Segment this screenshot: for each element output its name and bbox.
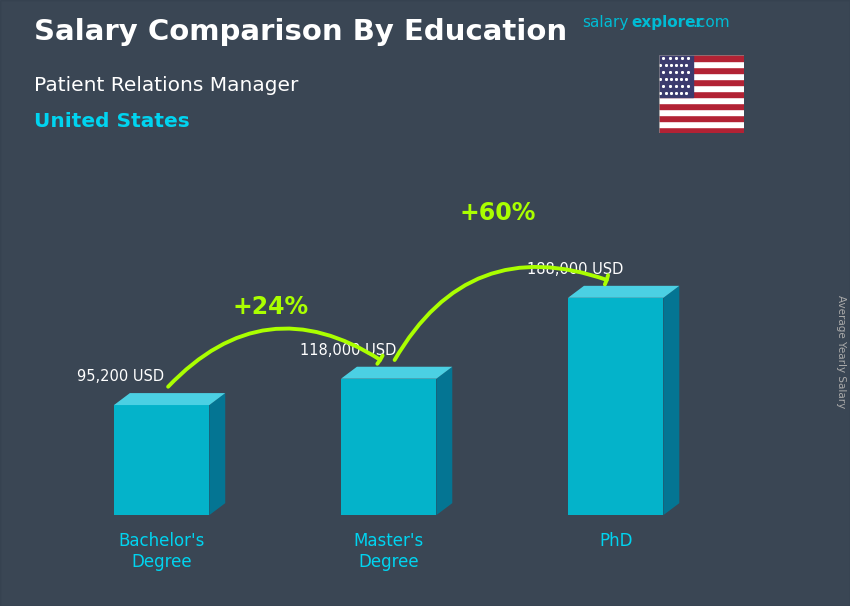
Text: .com: .com [693,15,730,30]
Polygon shape [341,367,452,379]
Polygon shape [209,393,225,515]
Bar [659,127,744,133]
Text: Patient Relations Manager: Patient Relations Manager [34,76,298,95]
Text: salary: salary [582,15,629,30]
Text: Salary Comparison By Education: Salary Comparison By Education [34,18,567,46]
Bar [659,97,744,103]
Text: United States: United States [34,112,190,131]
Bar [659,73,744,79]
Bar [659,91,744,97]
Bar [659,109,744,115]
Polygon shape [568,286,679,298]
Text: 95,200 USD: 95,200 USD [77,370,164,384]
Bar [659,55,744,61]
Bar [659,79,744,85]
Bar [659,115,744,121]
Text: 118,000 USD: 118,000 USD [300,343,396,358]
Text: +60%: +60% [460,201,536,225]
Text: explorer: explorer [632,15,704,30]
Text: 188,000 USD: 188,000 USD [527,262,623,277]
Text: +24%: +24% [233,295,309,319]
Bar [659,103,744,109]
Bar [659,67,744,73]
Polygon shape [663,286,679,515]
Bar [659,121,744,127]
Bar [659,55,693,97]
Polygon shape [568,298,663,515]
Bar [659,85,744,91]
Polygon shape [436,367,452,515]
Bar [659,61,744,67]
Polygon shape [114,393,225,405]
Polygon shape [114,405,209,515]
Text: Average Yearly Salary: Average Yearly Salary [836,295,846,408]
Polygon shape [341,379,436,515]
